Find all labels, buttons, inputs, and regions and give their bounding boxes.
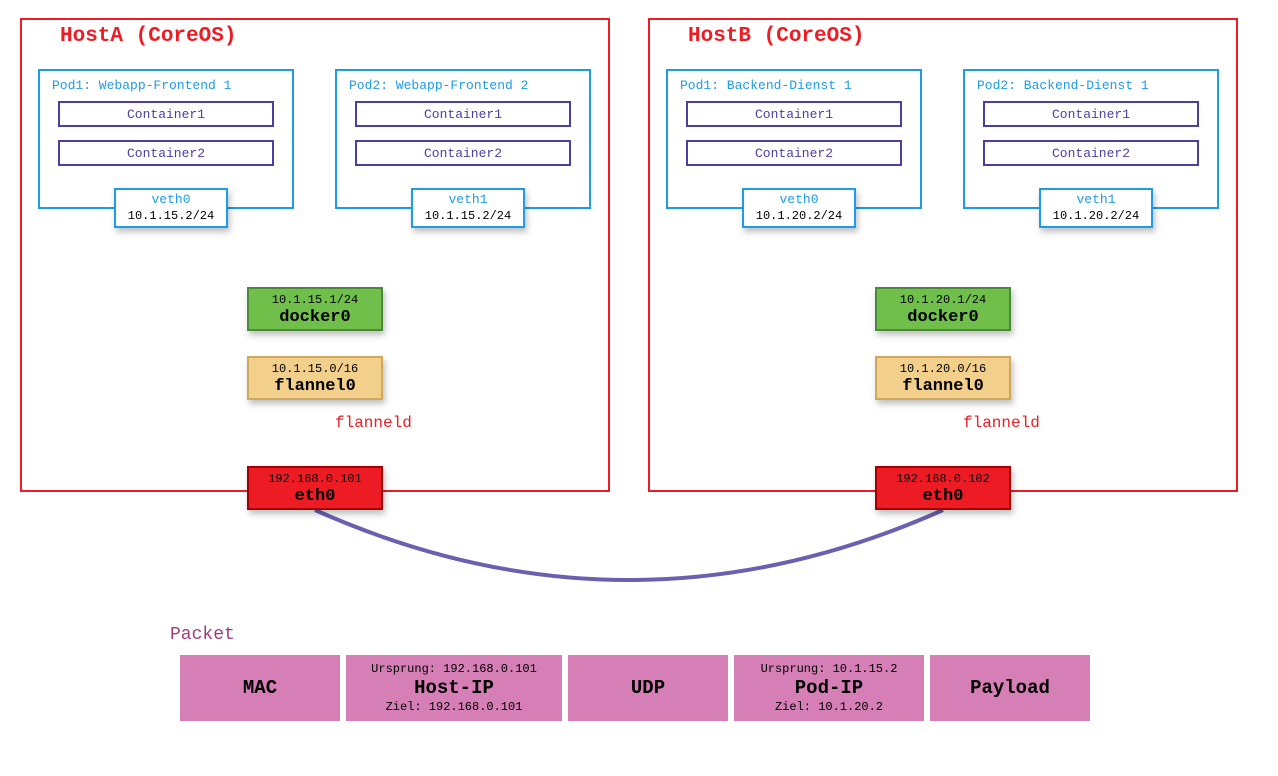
flannel0-name: flannel0 [249, 378, 381, 396]
host-a-pod1-veth: veth0 10.1.15.2/24 [114, 188, 228, 228]
host-b-eth0: 192.168.0.102 eth0 [875, 466, 1011, 510]
packet-seg-payload: Payload [930, 655, 1090, 721]
veth-ip: 10.1.20.2/24 [744, 208, 854, 224]
eth0-ip: 192.168.0.101 [249, 470, 381, 488]
packet-seg-bottom: Ziel: 192.168.0.101 [346, 699, 562, 715]
host-b-pod1-title: Pod1: Backend-Dienst 1 [680, 78, 852, 93]
edge-eth0A-eth0B [315, 510, 943, 580]
veth-ip: 10.1.15.2/24 [413, 208, 523, 224]
host-b-flannel0: 10.1.20.0/16 flannel0 [875, 356, 1011, 400]
docker0-name: docker0 [877, 309, 1009, 327]
flannel0-ip: 10.1.20.0/16 [877, 360, 1009, 378]
docker0-ip: 10.1.20.1/24 [877, 291, 1009, 309]
host-b-pod1-container2: Container2 [686, 140, 902, 166]
host-a-pod1-title: Pod1: Webapp-Frontend 1 [52, 78, 231, 93]
veth-name: veth1 [413, 192, 523, 208]
docker0-ip: 10.1.15.1/24 [249, 291, 381, 309]
host-b-pod2-container1: Container1 [983, 101, 1199, 127]
packet-seg-main: Payload [930, 677, 1090, 699]
host-a-pod1-container2: Container2 [58, 140, 274, 166]
host-b-docker0: 10.1.20.1/24 docker0 [875, 287, 1011, 331]
eth0-ip: 192.168.0.102 [877, 470, 1009, 488]
host-a-pod2-veth: veth1 10.1.15.2/24 [411, 188, 525, 228]
veth-ip: 10.1.20.2/24 [1041, 208, 1151, 224]
packet-seg-main: Pod-IP [734, 677, 924, 699]
veth-name: veth1 [1041, 192, 1151, 208]
host-a-title: HostA (CoreOS) [60, 25, 236, 48]
host-a-pod2-title: Pod2: Webapp-Frontend 2 [349, 78, 528, 93]
packet-seg-main: Host-IP [346, 677, 562, 699]
veth-ip: 10.1.15.2/24 [116, 208, 226, 224]
packet-label: Packet [170, 625, 235, 645]
host-a-eth0: 192.168.0.101 eth0 [247, 466, 383, 510]
host-a-pod2-container2: Container2 [355, 140, 571, 166]
packet-seg-mac: MAC [180, 655, 340, 721]
packet-seg-udp: UDP [568, 655, 728, 721]
host-b-pod2-container2: Container2 [983, 140, 1199, 166]
host-a-pod2-container1: Container1 [355, 101, 571, 127]
packet-seg-podip: Ursprung: 10.1.15.2 Pod-IP Ziel: 10.1.20… [734, 655, 924, 721]
host-b-pod2-veth: veth1 10.1.20.2/24 [1039, 188, 1153, 228]
packet-seg-main: UDP [568, 677, 728, 699]
flannel0-ip: 10.1.15.0/16 [249, 360, 381, 378]
host-b-pod2-title: Pod2: Backend-Dienst 1 [977, 78, 1149, 93]
host-a-docker0: 10.1.15.1/24 docker0 [247, 287, 383, 331]
eth0-name: eth0 [249, 488, 381, 506]
host-a-flanneld-label: flanneld [335, 414, 412, 432]
veth-name: veth0 [116, 192, 226, 208]
network-diagram: HostA (CoreOS) Pod1: Webapp-Frontend 1 C… [0, 0, 1278, 776]
eth0-name: eth0 [877, 488, 1009, 506]
packet-seg-bottom: Ziel: 10.1.20.2 [734, 699, 924, 715]
packet-seg-top: Ursprung: 10.1.15.2 [734, 661, 924, 677]
flannel0-name: flannel0 [877, 378, 1009, 396]
packet-seg-top: Ursprung: 192.168.0.101 [346, 661, 562, 677]
docker0-name: docker0 [249, 309, 381, 327]
host-b-pod1-container1: Container1 [686, 101, 902, 127]
host-a-flannel0: 10.1.15.0/16 flannel0 [247, 356, 383, 400]
host-b-pod1-veth: veth0 10.1.20.2/24 [742, 188, 856, 228]
host-a-pod1-container1: Container1 [58, 101, 274, 127]
veth-name: veth0 [744, 192, 854, 208]
host-b-flanneld-label: flanneld [963, 414, 1040, 432]
packet-seg-hostip: Ursprung: 192.168.0.101 Host-IP Ziel: 19… [346, 655, 562, 721]
packet-seg-main: MAC [180, 677, 340, 699]
host-b-title: HostB (CoreOS) [688, 25, 864, 48]
